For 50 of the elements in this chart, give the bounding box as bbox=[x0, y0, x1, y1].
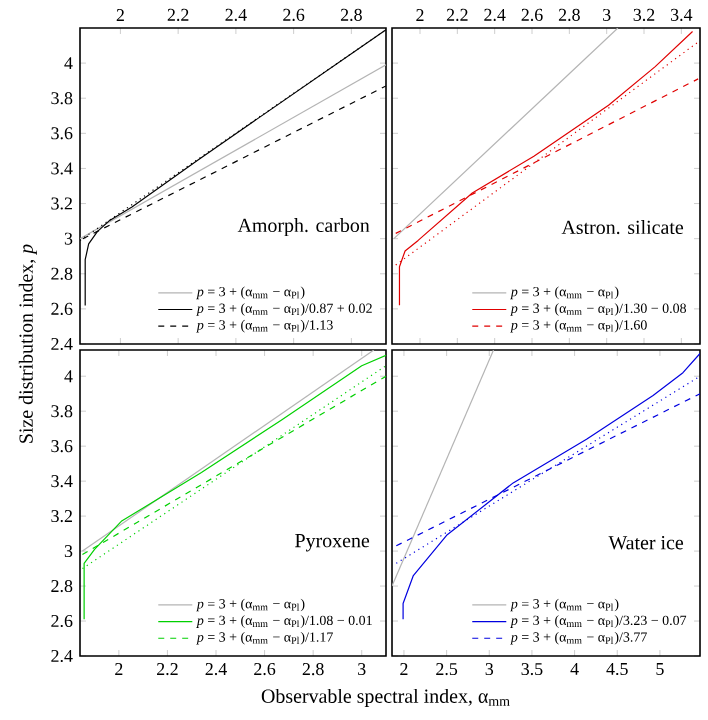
y-tick-label: 3.6 bbox=[51, 440, 73, 453]
y-tick-label: 3.4 bbox=[51, 475, 73, 488]
x-tick-label: 2.2 bbox=[157, 663, 178, 676]
y-tick-label: 3.2 bbox=[51, 510, 72, 523]
annotation: Water ice bbox=[608, 536, 684, 550]
y-tick-label: 2.8 bbox=[51, 267, 73, 280]
y-tick-label: 3.6 bbox=[51, 127, 73, 140]
x-tick-label: 2.6 bbox=[521, 8, 543, 21]
y-tick-label: 2.8 bbox=[51, 579, 73, 593]
x-tick-label: 2.8 bbox=[558, 8, 580, 21]
y-tick-label: 3.2 bbox=[51, 197, 72, 210]
y-tick-label: 3.4 bbox=[51, 162, 73, 175]
y-tick-label: 2.6 bbox=[51, 302, 73, 315]
x-tick-label: 5 bbox=[656, 663, 664, 675]
y-tick-label: 3 bbox=[64, 232, 73, 245]
x-tick-label: 3.5 bbox=[521, 663, 543, 676]
x-tick-label: 3.2 bbox=[633, 8, 655, 21]
x-tick-label: 4 bbox=[570, 663, 579, 675]
y-tick-label: 2.4 bbox=[51, 649, 73, 663]
x-tick-label: 3.4 bbox=[670, 8, 693, 21]
y-tick-label: 4 bbox=[64, 370, 73, 383]
y-tick-label: 4 bbox=[64, 57, 73, 70]
y-axis-title: Size distribution index, p bbox=[18, 244, 37, 443]
x-tick-label: 2 bbox=[116, 9, 124, 21]
x-tick-label: 3 bbox=[485, 663, 494, 676]
x-tick-label: 4.5 bbox=[606, 663, 628, 676]
x-axis-title: Observable spectral index, α$_{mm}$ bbox=[261, 688, 510, 707]
x-tick-label: 2.8 bbox=[302, 663, 324, 676]
x-tick-label: 2.4 bbox=[484, 8, 506, 21]
annotation: Astron. silicate bbox=[561, 220, 684, 235]
x-tick-label: 2 bbox=[400, 663, 408, 675]
x-tick-label: 2.8 bbox=[340, 8, 362, 21]
y-tick-label: 3 bbox=[64, 545, 73, 558]
x-tick-label: 2.6 bbox=[254, 663, 276, 676]
annotation: Pyroxene bbox=[295, 534, 370, 552]
x-tick-label: 2.5 bbox=[436, 663, 458, 676]
y-tick-label: 2.4 bbox=[51, 337, 73, 351]
x-tick-label: 3 bbox=[358, 663, 366, 676]
x-tick-label: 2.2 bbox=[446, 8, 468, 21]
x-tick-label: 2.6 bbox=[283, 8, 305, 21]
x-tick-label: 2 bbox=[115, 663, 123, 675]
annotation: Amorph. carbon bbox=[237, 218, 370, 237]
y-tick-label: 3.8 bbox=[51, 92, 73, 105]
x-tick-label: 2.4 bbox=[225, 8, 247, 21]
x-tick-label: 2.2 bbox=[167, 8, 189, 21]
x-tick-label: 3 bbox=[603, 8, 611, 21]
y-tick-label: 3.8 bbox=[51, 405, 73, 418]
y-tick-label: 2.6 bbox=[51, 614, 73, 628]
x-tick-label: 2.4 bbox=[205, 663, 227, 676]
x-tick-label: 2 bbox=[416, 9, 424, 21]
